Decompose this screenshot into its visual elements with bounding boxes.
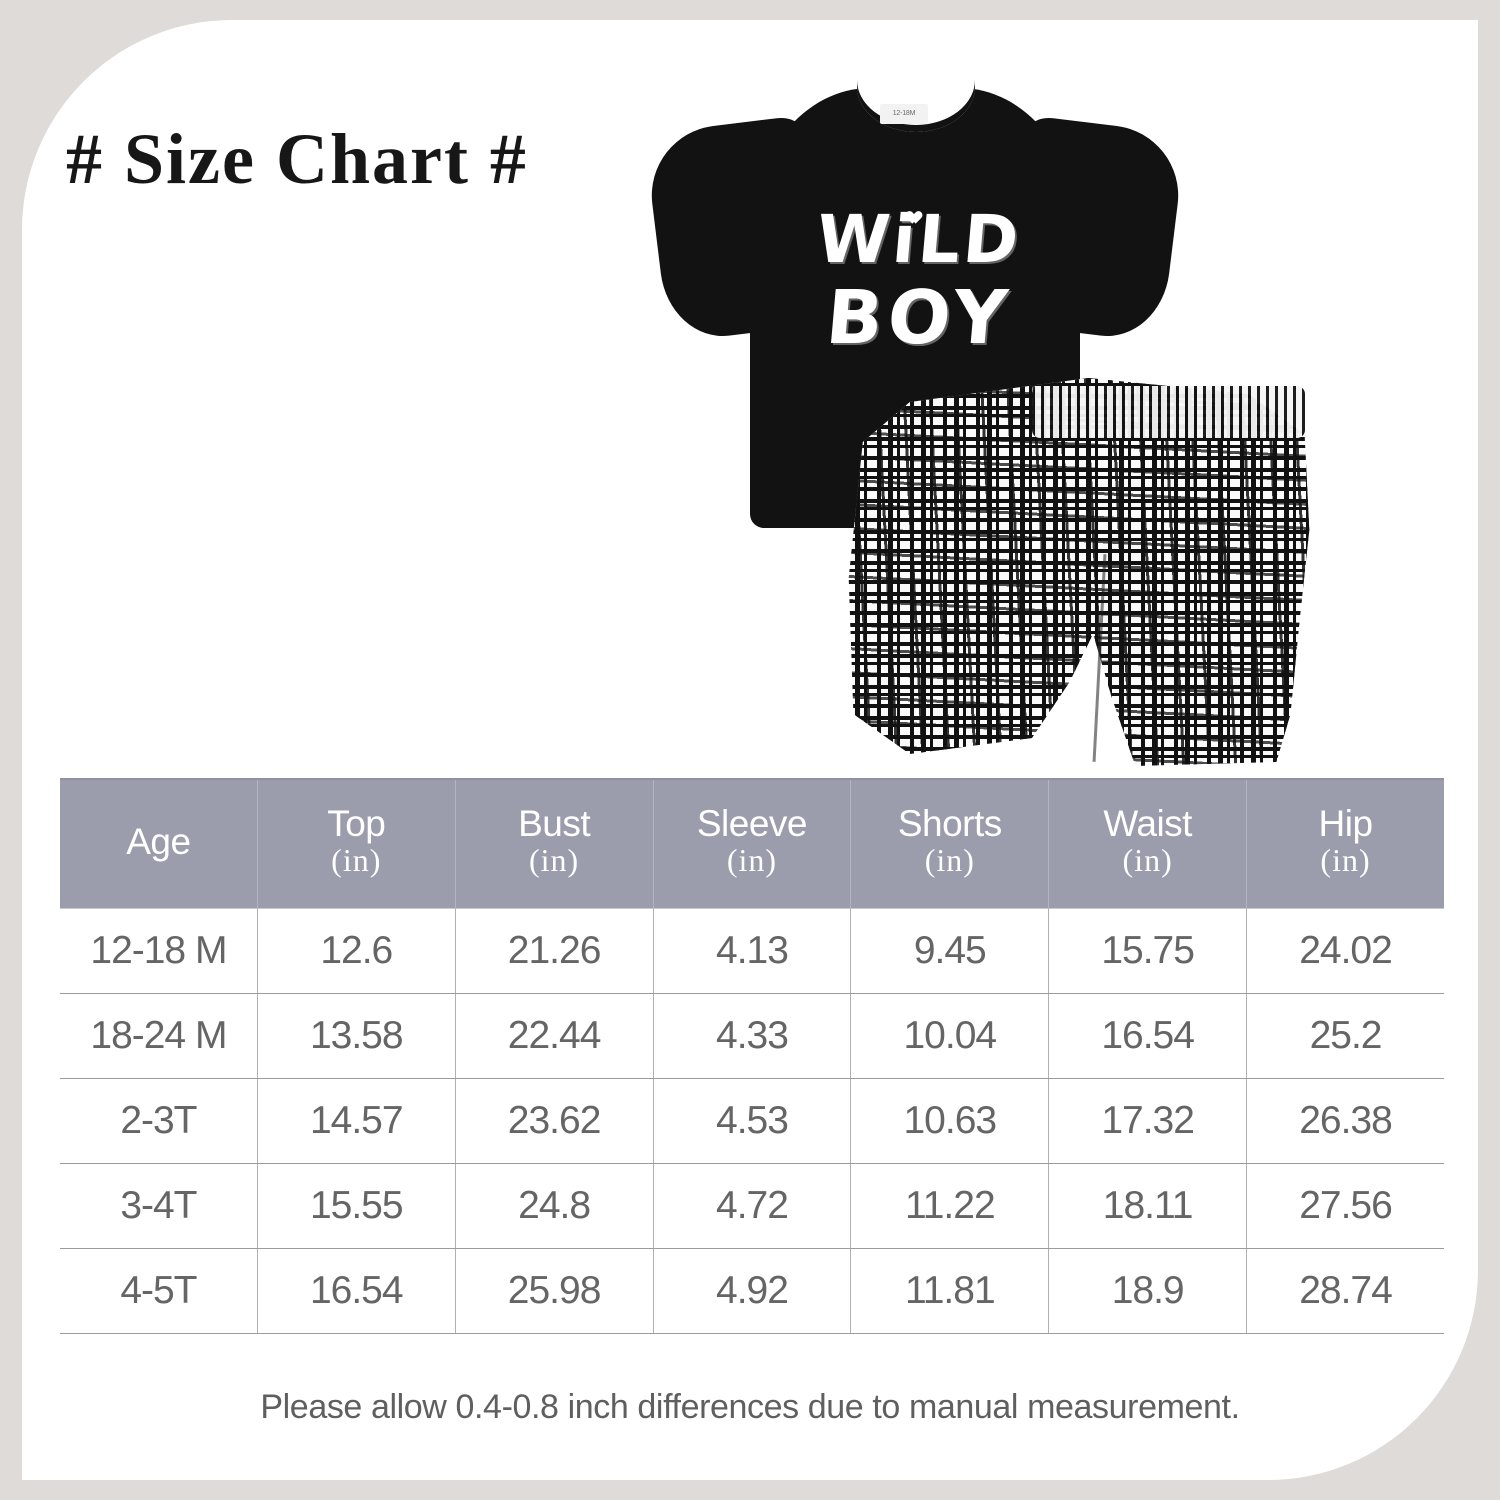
cell-age: 4-5T bbox=[60, 1248, 258, 1334]
column-header-waist: Waist (in) bbox=[1048, 778, 1248, 909]
cell-bust: 24.8 bbox=[455, 1163, 654, 1249]
column-header-top-label: Top bbox=[327, 802, 386, 844]
cell-shorts: 9.45 bbox=[850, 908, 1050, 994]
cell-bust: 25.98 bbox=[455, 1248, 654, 1334]
column-header-shorts: Shorts (in) bbox=[850, 778, 1050, 909]
page-title: # Size Chart # bbox=[66, 119, 528, 199]
column-header-waist-label: Waist bbox=[1103, 802, 1192, 844]
cell-top: 15.55 bbox=[257, 1163, 456, 1249]
column-header-bust-unit: (in) bbox=[529, 842, 580, 879]
table-row: 18-24 M 13.58 22.44 4.33 10.04 16.54 25.… bbox=[60, 993, 1444, 1079]
column-header-top-unit: (in) bbox=[331, 842, 382, 879]
cell-hip: 27.56 bbox=[1246, 1163, 1444, 1249]
cell-sleeve: 4.13 bbox=[653, 908, 852, 994]
cell-shorts: 10.04 bbox=[850, 993, 1050, 1079]
column-header-age: Age bbox=[60, 778, 258, 909]
cell-hip: 25.2 bbox=[1246, 993, 1444, 1079]
column-header-sleeve: Sleeve (in) bbox=[653, 778, 852, 909]
cell-sleeve: 4.33 bbox=[653, 993, 852, 1079]
cell-top: 12.6 bbox=[257, 908, 456, 994]
column-header-bust: Bust (in) bbox=[455, 778, 654, 909]
cell-top: 13.58 bbox=[257, 993, 456, 1079]
cell-sleeve: 4.92 bbox=[653, 1248, 852, 1334]
size-chart-card: # Size Chart # 12-18M WiLD BOY Age bbox=[22, 20, 1478, 1480]
cell-bust: 23.62 bbox=[455, 1078, 654, 1164]
cell-top: 16.54 bbox=[257, 1248, 456, 1334]
table-row: 3-4T 15.55 24.8 4.72 11.22 18.11 27.56 bbox=[60, 1163, 1444, 1249]
cell-age: 18-24 M bbox=[60, 993, 258, 1079]
column-header-bust-label: Bust bbox=[518, 802, 591, 844]
cell-bust: 21.26 bbox=[455, 908, 654, 994]
cell-waist: 17.32 bbox=[1048, 1078, 1248, 1164]
cell-bust: 22.44 bbox=[455, 993, 654, 1079]
cell-waist: 18.11 bbox=[1048, 1163, 1248, 1249]
cell-age: 3-4T bbox=[60, 1163, 258, 1249]
column-header-waist-unit: (in) bbox=[1122, 842, 1173, 879]
column-header-hip-unit: (in) bbox=[1320, 842, 1371, 879]
cell-hip: 28.74 bbox=[1246, 1248, 1444, 1334]
table-row: 2-3T 14.57 23.62 4.53 10.63 17.32 26.38 bbox=[60, 1078, 1444, 1164]
column-header-shorts-unit: (in) bbox=[924, 842, 975, 879]
shorts-elastic-waistband bbox=[1032, 386, 1305, 438]
column-header-sleeve-label: Sleeve bbox=[696, 802, 808, 844]
size-measurement-table: Age Top (in) Bust (in) Sleeve (in) Short… bbox=[60, 778, 1444, 1334]
cell-shorts: 11.22 bbox=[850, 1163, 1050, 1249]
column-header-age-label: Age bbox=[126, 821, 191, 863]
measurement-disclaimer: Please allow 0.4-0.8 inch differences du… bbox=[260, 1388, 1240, 1426]
cell-age: 2-3T bbox=[60, 1078, 258, 1164]
tshirt-graphic-print: WiLD BOY bbox=[784, 201, 1054, 454]
table-row: 12-18 M 12.6 21.26 4.13 9.45 15.75 24.02 bbox=[60, 908, 1444, 994]
column-header-top: Top (in) bbox=[257, 778, 456, 909]
column-header-hip: Hip (in) bbox=[1246, 778, 1444, 909]
cell-sleeve: 4.53 bbox=[653, 1078, 852, 1164]
column-header-shorts-label: Shorts bbox=[897, 802, 1002, 844]
product-photo: 12-18M WiLD BOY bbox=[622, 50, 1322, 780]
cell-age: 12-18 M bbox=[60, 908, 258, 994]
cell-waist: 16.54 bbox=[1048, 993, 1248, 1079]
cell-shorts: 10.63 bbox=[850, 1078, 1050, 1164]
table-row: 4-5T 16.54 25.98 4.92 11.81 18.9 28.74 bbox=[60, 1248, 1444, 1334]
cell-shorts: 11.81 bbox=[850, 1248, 1050, 1334]
tshirt-print-line-2: BOY bbox=[822, 275, 1016, 362]
column-header-sleeve-unit: (in) bbox=[726, 842, 778, 879]
column-header-hip-label: Hip bbox=[1318, 802, 1374, 844]
cell-sleeve: 4.72 bbox=[653, 1163, 852, 1249]
cell-waist: 18.9 bbox=[1048, 1248, 1248, 1334]
table-header: Age Top (in) Bust (in) Sleeve (in) Short… bbox=[60, 778, 1444, 909]
heart-icon bbox=[910, 206, 924, 220]
cell-top: 14.57 bbox=[257, 1078, 456, 1164]
table-header-row: Age Top (in) Bust (in) Sleeve (in) Short… bbox=[60, 778, 1444, 909]
cell-waist: 15.75 bbox=[1048, 908, 1248, 994]
tshirt-neck-tag-label: 12-18M bbox=[880, 104, 928, 124]
table-body: 12-18 M 12.6 21.26 4.13 9.45 15.75 24.02… bbox=[60, 908, 1444, 1334]
cell-hip: 26.38 bbox=[1246, 1078, 1444, 1164]
shorts-illustration bbox=[844, 370, 1314, 770]
cell-hip: 24.02 bbox=[1246, 908, 1444, 994]
